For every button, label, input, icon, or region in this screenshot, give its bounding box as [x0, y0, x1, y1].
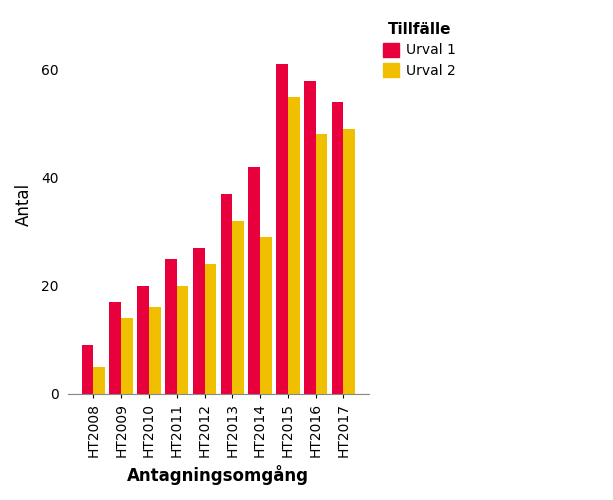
Bar — [193, 248, 205, 394]
Bar — [205, 264, 216, 394]
Bar — [110, 302, 121, 394]
Y-axis label: Antal: Antal — [15, 183, 33, 226]
Bar — [177, 286, 188, 394]
Bar — [288, 96, 300, 394]
Bar — [121, 318, 133, 394]
Bar — [232, 221, 244, 394]
X-axis label: Antagningsomgång: Antagningsomgång — [128, 465, 310, 485]
Bar — [343, 129, 355, 394]
Bar — [260, 237, 272, 394]
Bar — [137, 286, 149, 394]
Bar — [276, 64, 288, 394]
Bar — [82, 345, 93, 394]
Legend: Urval 1, Urval 2: Urval 1, Urval 2 — [376, 15, 463, 85]
Bar — [165, 258, 177, 394]
Bar — [221, 194, 232, 394]
Bar — [304, 80, 316, 394]
Bar — [149, 307, 161, 394]
Bar — [93, 366, 105, 394]
Bar — [248, 167, 260, 394]
Bar — [316, 134, 327, 394]
Bar — [332, 102, 343, 394]
